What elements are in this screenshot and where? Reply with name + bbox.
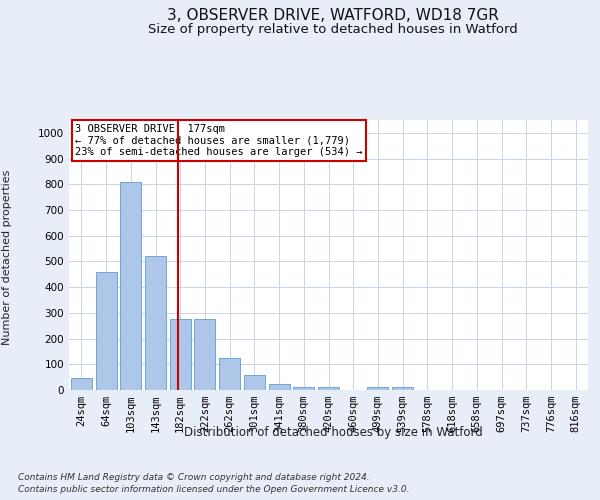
Text: 3, OBSERVER DRIVE, WATFORD, WD18 7GR: 3, OBSERVER DRIVE, WATFORD, WD18 7GR [167, 8, 499, 22]
Bar [95, 272, 116, 390]
Text: Size of property relative to detached houses in Watford: Size of property relative to detached ho… [148, 22, 518, 36]
Bar [120, 182, 141, 390]
Text: Distribution of detached houses by size in Watford: Distribution of detached houses by size … [184, 426, 482, 439]
Bar [293, 387, 314, 390]
Text: Number of detached properties: Number of detached properties [2, 170, 12, 345]
Bar [145, 256, 166, 390]
Bar [318, 387, 339, 390]
Text: Contains HM Land Registry data © Crown copyright and database right 2024.: Contains HM Land Registry data © Crown c… [18, 472, 370, 482]
Text: 3 OBSERVER DRIVE: 177sqm
← 77% of detached houses are smaller (1,779)
23% of sem: 3 OBSERVER DRIVE: 177sqm ← 77% of detach… [75, 124, 363, 157]
Bar [71, 378, 92, 390]
Text: Contains public sector information licensed under the Open Government Licence v3: Contains public sector information licen… [18, 485, 409, 494]
Bar [244, 374, 265, 390]
Bar [269, 384, 290, 390]
Bar [367, 387, 388, 390]
Bar [219, 358, 240, 390]
Bar [194, 320, 215, 390]
Bar [170, 320, 191, 390]
Bar [392, 387, 413, 390]
